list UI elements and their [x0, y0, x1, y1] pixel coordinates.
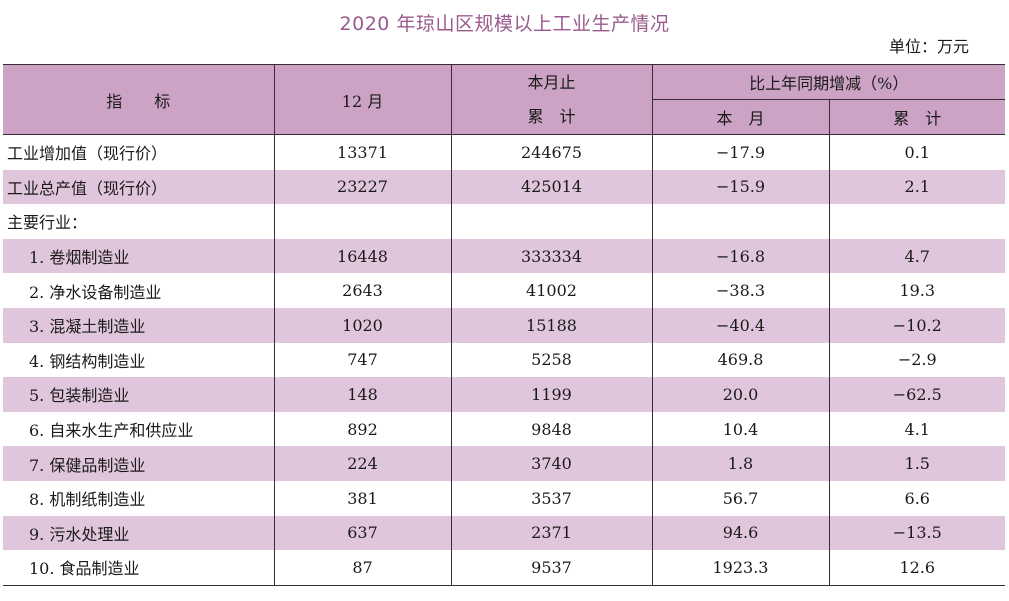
row-ytd: 5258	[450, 342, 653, 378]
table-row: 4. 钢结构制造业 747 5258 469.8 −2.9	[3, 342, 1005, 378]
row-change-cum: −2.9	[828, 342, 1005, 378]
row-change-month: 1923.3	[651, 550, 830, 586]
table-row: 工业总产值（现行价） 23227 425014 −15.9 2.1	[3, 169, 1005, 205]
header-month: 12 月	[273, 64, 452, 135]
row-name: 工业增加值（现行价）	[3, 134, 275, 170]
row-change-month: −38.3	[651, 273, 830, 308]
row-change-cum: 4.7	[828, 238, 1005, 274]
row-change-cum: −62.5	[828, 377, 1005, 412]
row-ytd: 1199	[450, 377, 653, 412]
header-change-cum: 累 计	[828, 99, 1005, 135]
row-change-cum: 4.1	[828, 411, 1005, 447]
row-change-cum: 6.6	[828, 480, 1005, 516]
row-change-month: 469.8	[651, 342, 830, 378]
row-name: 1. 卷烟制造业	[3, 238, 275, 274]
page-title: 2020 年琼山区规模以上工业生产情况	[339, 13, 670, 35]
table-row: 5. 包装制造业 148 1199 20.0 −62.5	[3, 377, 1005, 412]
row-ytd	[450, 204, 653, 239]
row-name: 4. 钢结构制造业	[3, 342, 275, 378]
row-ytd: 3537	[450, 480, 653, 516]
row-ytd: 244675	[450, 134, 653, 170]
row-change-month: −40.4	[651, 307, 830, 343]
row-ytd: 3740	[450, 446, 653, 481]
row-name: 2. 净水设备制造业	[3, 273, 275, 308]
table-row: 3. 混凝土制造业 1020 15188 −40.4 −10.2	[3, 307, 1005, 343]
header-change-month: 本 月	[652, 99, 830, 135]
row-month: 2643	[273, 273, 452, 308]
row-change-month: −15.9	[651, 169, 830, 205]
industry-table: 指 标 12 月 本月止 累 计 比上年同期增减（%） 本 月 累 计 工业增加…	[3, 64, 1005, 586]
row-change-cum: 12.6	[828, 550, 1005, 586]
row-change-cum: −10.2	[828, 307, 1005, 343]
table-row: 6. 自来水生产和供应业 892 9848 10.4 4.1	[3, 411, 1005, 447]
table-row: 1. 卷烟制造业 16448 333334 −16.8 4.7	[3, 238, 1005, 274]
row-ytd: 41002	[450, 273, 653, 308]
row-ytd: 333334	[450, 238, 653, 274]
table-row: 工业增加值（现行价） 13371 244675 −17.9 0.1	[3, 134, 1005, 170]
row-name: 10. 食品制造业	[3, 550, 275, 586]
row-change-month: 20.0	[651, 377, 830, 412]
row-change-month: 94.6	[651, 515, 830, 551]
header-change-group: 比上年同期增减（%）	[651, 64, 1005, 100]
row-name: 工业总产值（现行价）	[3, 169, 275, 205]
row-change-month: 1.8	[651, 446, 830, 481]
table-row: 7. 保健品制造业 224 3740 1.8 1.5	[3, 446, 1005, 481]
row-ytd: 9537	[450, 550, 653, 586]
row-month: 1020	[273, 307, 452, 343]
row-change-cum: 0.1	[828, 134, 1005, 170]
row-name: 8. 机制纸制造业	[3, 480, 275, 516]
unit-label: 单位：万元	[888, 37, 969, 56]
row-change-month: −17.9	[651, 134, 830, 170]
row-name: 主要行业：	[3, 204, 275, 239]
row-change-cum: 2.1	[828, 169, 1005, 205]
row-month: 637	[273, 515, 452, 551]
row-month: 381	[273, 480, 452, 516]
row-ytd: 9848	[450, 411, 653, 447]
row-name: 5. 包装制造业	[3, 377, 275, 412]
row-change-month	[651, 204, 830, 239]
row-month: 87	[273, 550, 452, 586]
table-body: 工业增加值（现行价） 13371 244675 −17.9 0.1 工业总产值（…	[3, 134, 1005, 586]
row-change-cum: −13.5	[828, 515, 1005, 551]
table-row: 主要行业：	[3, 204, 1005, 239]
row-name: 3. 混凝土制造业	[3, 307, 275, 343]
row-name: 7. 保健品制造业	[3, 446, 275, 481]
row-month: 13371	[273, 134, 452, 170]
row-name: 6. 自来水生产和供应业	[3, 411, 275, 447]
row-month: 224	[273, 446, 452, 481]
header-ytd-top: 本月止	[527, 72, 576, 92]
row-name: 9. 污水处理业	[3, 515, 275, 551]
header-indicator: 指 标	[3, 64, 275, 135]
row-ytd: 2371	[450, 515, 653, 551]
row-change-month: 56.7	[651, 480, 830, 516]
table-row: 8. 机制纸制造业 381 3537 56.7 6.6	[3, 480, 1005, 516]
row-change-cum	[828, 204, 1005, 239]
row-month	[273, 204, 452, 239]
header-ytd-bottom: 累 计	[527, 106, 576, 126]
row-change-cum: 19.3	[828, 273, 1005, 308]
row-month: 892	[273, 411, 452, 447]
row-change-cum: 1.5	[828, 446, 1005, 481]
row-ytd: 425014	[450, 169, 653, 205]
table-row: 9. 污水处理业 637 2371 94.6 −13.5	[3, 515, 1005, 551]
row-month: 23227	[273, 169, 452, 205]
row-month: 16448	[273, 238, 452, 274]
row-ytd: 15188	[450, 307, 653, 343]
table-row: 10. 食品制造业 87 9537 1923.3 12.6	[3, 550, 1005, 586]
row-change-month: −16.8	[651, 238, 830, 274]
row-month: 747	[273, 342, 452, 378]
row-month: 148	[273, 377, 452, 412]
row-change-month: 10.4	[651, 411, 830, 447]
header-ytd: 本月止 累 计	[450, 64, 653, 135]
table-row: 2. 净水设备制造业 2643 41002 −38.3 19.3	[3, 273, 1005, 308]
